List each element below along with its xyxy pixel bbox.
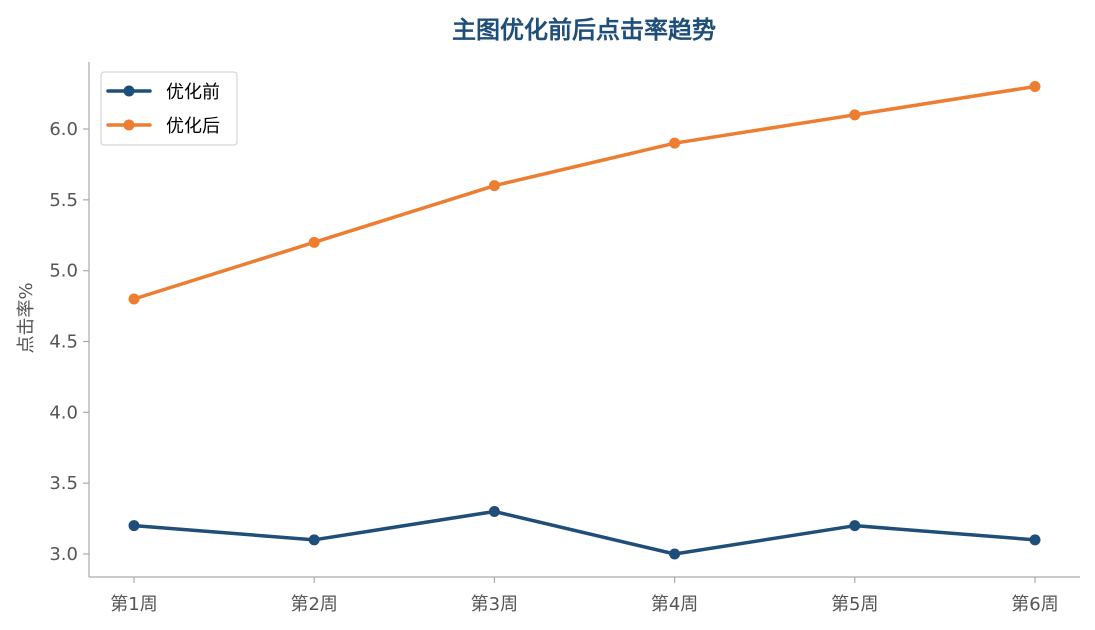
x-tick-label: 第4周 — [651, 594, 698, 615]
chart-title: 主图优化前后点击率趋势 — [452, 16, 716, 44]
x-tick-label: 第3周 — [471, 594, 518, 615]
y-tick-label: 4.5 — [49, 332, 78, 353]
legend-label: 优化前 — [166, 82, 220, 103]
y-ticks: 3.0 3.5 4.0 4.5 5.0 5.5 6.0 — [49, 119, 89, 565]
data-point — [669, 548, 681, 560]
series-line — [132, 84, 1037, 301]
x-tick-label: 第6周 — [1011, 594, 1058, 615]
series-1 — [128, 506, 1041, 560]
data-point — [128, 520, 140, 532]
legend-marker — [123, 85, 135, 97]
data-point — [1029, 534, 1041, 546]
y-tick-label: 3.5 — [49, 473, 78, 494]
x-tick-label: 第2周 — [290, 594, 337, 615]
series-line — [132, 509, 1037, 556]
data-point — [128, 293, 140, 305]
y-tick-label: 4.0 — [49, 402, 78, 423]
x-ticks: 第1周 第2周 第3周 第4周 第5周 第6周 — [110, 577, 1059, 615]
series-2 — [128, 81, 1041, 305]
legend-label: 优化后 — [166, 116, 220, 137]
y-axis-label: 点击率% — [16, 282, 37, 353]
y-tick-label: 6.0 — [49, 119, 78, 140]
data-point — [308, 534, 320, 546]
data-point — [488, 180, 500, 192]
axes — [88, 62, 1080, 578]
data-point — [308, 236, 320, 248]
data-point — [849, 520, 861, 532]
data-point — [488, 506, 500, 517]
legend-marker — [123, 119, 135, 131]
x-tick-label: 第1周 — [110, 594, 157, 615]
series-layer — [128, 81, 1041, 560]
data-point — [849, 109, 861, 121]
y-tick-label: 3.0 — [49, 544, 78, 565]
x-tick-label: 第5周 — [831, 594, 878, 615]
legend-item: 优化后 — [106, 116, 220, 137]
data-point — [1029, 81, 1041, 92]
data-point — [669, 137, 681, 149]
legend-item: 优化前 — [106, 82, 220, 103]
y-tick-label: 5.5 — [49, 190, 78, 211]
y-tick-label: 5.0 — [49, 261, 78, 282]
